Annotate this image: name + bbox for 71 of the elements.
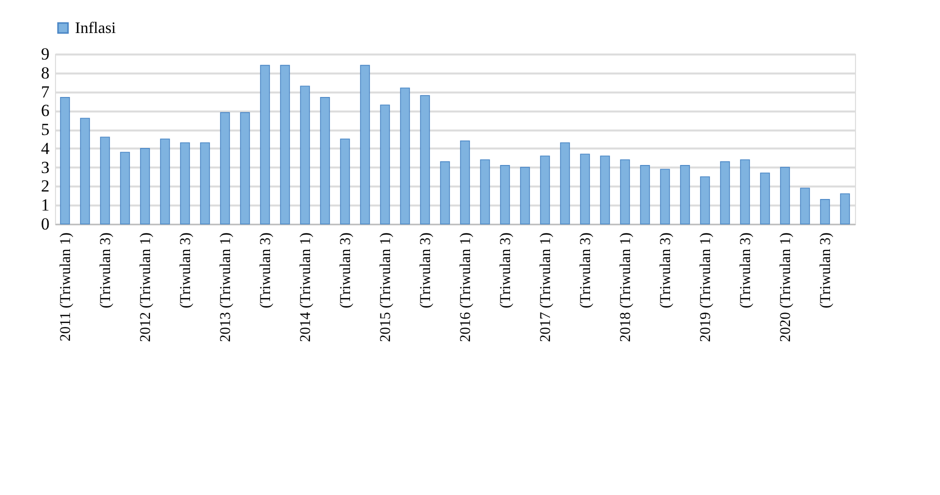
y-tick-label: 7: [41, 82, 50, 102]
bar: [640, 165, 650, 224]
x-tick-label: 2020 (Triwulan 1): [778, 232, 794, 342]
bar: [180, 142, 190, 224]
bar: [680, 165, 690, 224]
y-tick-label: 9: [41, 44, 50, 64]
x-tick-label: 2012 (Triwulan 1): [138, 232, 154, 342]
bar: [120, 152, 130, 224]
bar: [760, 172, 770, 224]
bar: [340, 138, 350, 224]
bar: [460, 140, 470, 224]
x-tick-label: (Triwulan 3): [338, 232, 354, 308]
bar: [620, 159, 630, 224]
bar: [780, 166, 790, 224]
x-tick-label: 2015 (Triwulan 1): [378, 232, 394, 342]
y-tick-label: 3: [41, 158, 50, 177]
bar: [660, 168, 670, 224]
bar: [580, 154, 590, 224]
x-tick-label: (Triwulan 3): [738, 232, 754, 308]
x-tick-label: 2014 (Triwulan 1): [298, 232, 314, 342]
y-tick-label: 1: [41, 196, 50, 215]
y-tick-label: 0: [41, 214, 50, 234]
bar: [320, 97, 330, 224]
bar: [500, 165, 510, 224]
bar: [140, 148, 150, 224]
bar: [800, 188, 810, 224]
bar: [300, 86, 310, 224]
bar: [740, 159, 750, 224]
bar: [60, 97, 70, 224]
x-tick-label: (Triwulan 3): [258, 232, 274, 308]
bar: [720, 161, 730, 224]
x-tick-label: 2011 (Triwulan 1): [58, 232, 74, 342]
bar: [560, 142, 570, 224]
x-tick-label: (Triwulan 3): [178, 232, 194, 308]
bar: [100, 136, 110, 224]
bar: [80, 118, 90, 224]
x-tick-label: (Triwulan 3): [818, 232, 834, 308]
y-tick-label: 4: [41, 138, 50, 158]
bar: [520, 166, 530, 224]
bar: [400, 88, 410, 224]
x-tick-label: 2017 (Triwulan 1): [538, 232, 554, 342]
x-tick-label: 2016 (Triwulan 1): [458, 232, 474, 342]
bar: [700, 176, 710, 224]
bar: [380, 104, 390, 224]
bar: [440, 161, 450, 224]
bar: [840, 193, 850, 224]
x-tick-label: 2019 (Triwulan 1): [698, 232, 714, 342]
bar: [600, 156, 610, 224]
y-tick-label: 6: [41, 101, 50, 120]
y-tick-label: 8: [41, 63, 50, 82]
x-tick-label: 2013 (Triwulan 1): [218, 232, 234, 342]
bar: [820, 199, 830, 224]
y-tick-label: 5: [41, 120, 50, 140]
x-tick-label: 2018 (Triwulan 1): [618, 232, 634, 342]
bar: [480, 159, 490, 224]
x-tick-label: (Triwulan 3): [418, 232, 434, 308]
x-tick-label: (Triwulan 3): [658, 232, 674, 308]
bar: [260, 64, 270, 224]
legend-label: Inflasi: [75, 20, 116, 37]
y-tick-label: 2: [41, 176, 50, 196]
bar: [200, 142, 210, 224]
bar: [360, 64, 370, 224]
x-tick-label: (Triwulan 3): [98, 232, 114, 308]
bar: [540, 156, 550, 224]
bar: [280, 64, 290, 224]
x-tick-label: (Triwulan 3): [498, 232, 514, 308]
bar: [220, 112, 230, 224]
bar: [240, 112, 250, 224]
bar: [420, 95, 430, 224]
x-tick-label: (Triwulan 3): [578, 232, 594, 308]
bar: [160, 138, 170, 224]
